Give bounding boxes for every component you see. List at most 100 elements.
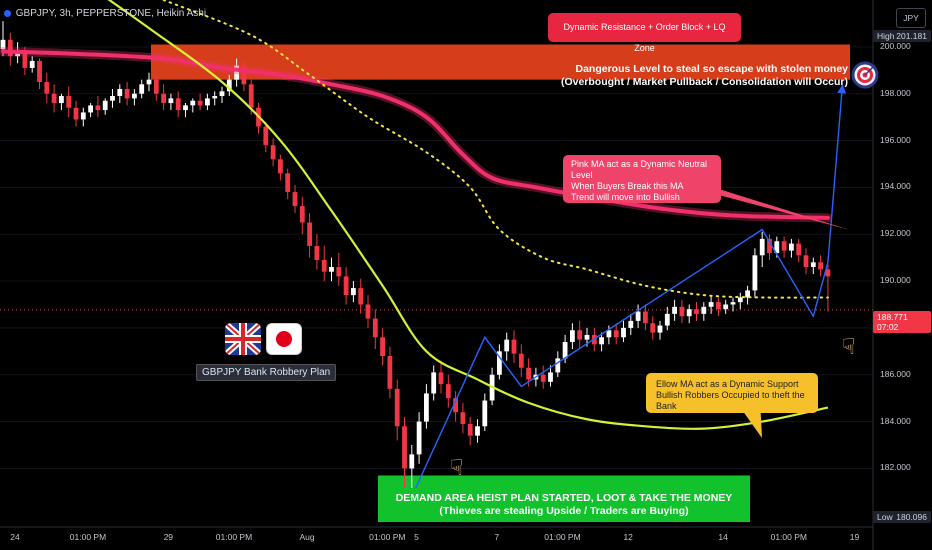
time-tick-label: 24 [10, 532, 20, 542]
candle [416, 412, 422, 464]
candle [336, 252, 342, 286]
candle [44, 72, 50, 104]
candle [679, 299, 685, 324]
time-tick-label: 12 [623, 532, 633, 542]
candle [95, 96, 101, 118]
yellow-ma [107, 0, 829, 430]
candles [0, 21, 831, 513]
candle [7, 32, 13, 66]
candle [540, 365, 546, 389]
candle [723, 299, 729, 314]
candle [686, 304, 692, 324]
candle [285, 168, 291, 200]
currency-button[interactable]: JPY [896, 8, 926, 28]
candle [628, 313, 634, 335]
pink-ma-callout: Pink MA act as a Dynamic Neutral Level W… [563, 155, 721, 203]
candle [672, 299, 677, 321]
yellow-ma-callout: Ellow MA act as a Dynamic Support Bullis… [646, 373, 818, 413]
candle [796, 238, 802, 263]
time-tick-label: 5 [414, 532, 419, 542]
demand-text: DEMAND AREA HEIST PLAN STARTED, LOOT & T… [378, 488, 750, 522]
time-tick-label: 01:00 PM [544, 532, 581, 542]
candle [110, 89, 115, 108]
candle [292, 185, 298, 214]
yellow-line-2: Bullish Robbers Occupied to theft the Ba… [656, 390, 805, 411]
zone-line-1: Dangerous Level to steal so escape with … [575, 63, 849, 75]
candle [789, 238, 794, 258]
candle [299, 196, 305, 235]
time-tick-label: 01:00 PM [69, 532, 107, 542]
candle [431, 365, 437, 401]
candle [59, 93, 64, 111]
candle [37, 58, 42, 90]
candle [343, 267, 349, 305]
candle [752, 248, 758, 298]
candle [438, 360, 444, 394]
grid [0, 46, 873, 469]
candle [394, 379, 400, 441]
high-badge: High 201.181 [873, 30, 931, 42]
candle [307, 213, 312, 258]
time-tick-label: 01:00 PM [770, 532, 807, 542]
candle [351, 281, 356, 303]
candle [467, 416, 473, 446]
plan-label-text: GBPJPY Bank Robbery Plan [202, 367, 331, 378]
candle [380, 327, 385, 366]
currency-label: JPY [903, 13, 919, 23]
candle [518, 344, 524, 378]
candle [80, 107, 86, 127]
candle [278, 154, 283, 181]
time-tick-label: 01:00 PM [369, 532, 406, 542]
low-label: Low [877, 512, 893, 522]
candle [657, 320, 663, 340]
symbol-title[interactable]: GBPJPY, 3h, PEPPERSTONE, Heikin Ashi [15, 8, 207, 19]
dotted-ma [162, 0, 829, 299]
candle [88, 103, 93, 118]
header-dot-icon [4, 9, 11, 17]
price-tick-label: 186.000 [880, 368, 911, 379]
time-tick-label: 29 [163, 532, 174, 542]
candle [139, 79, 145, 99]
candle [387, 346, 393, 399]
candle [117, 84, 123, 104]
candle [226, 74, 232, 97]
price-tick-label: 184.000 [880, 415, 911, 426]
candle [329, 257, 334, 282]
candle [124, 81, 130, 106]
candle [548, 365, 553, 387]
candle [599, 332, 604, 352]
candle [241, 60, 247, 92]
green-line-1: DEMAND AREA HEIST PLAN STARTED, LOOT & T… [395, 492, 733, 504]
candle [825, 257, 831, 312]
low-badge: Low 180.096 [873, 511, 931, 523]
hand-pointer-icon-right: ☟ [842, 334, 856, 359]
candle [424, 384, 429, 429]
candle [482, 393, 488, 431]
candle [73, 100, 79, 127]
candle [212, 91, 218, 106]
candle [445, 374, 451, 408]
time-tick-label: Aug [299, 532, 315, 542]
candle [635, 304, 641, 328]
pink-ma [1, 49, 830, 220]
projection-path [411, 84, 844, 497]
candle [613, 323, 619, 345]
price-tick-label: 198.000 [880, 87, 911, 98]
candle [781, 236, 787, 258]
candle [175, 91, 181, 118]
price-tick-label: 182.000 [880, 462, 911, 473]
candle [570, 323, 575, 349]
candle [314, 234, 320, 270]
time-tick-label: 01:00 PM [215, 532, 253, 542]
candle [365, 295, 371, 328]
candle [664, 306, 670, 331]
candle [263, 121, 269, 153]
price-tick-label: 194.000 [880, 181, 911, 192]
candle [694, 302, 699, 321]
pink-line-2: When Buyers Break this MA [571, 181, 684, 191]
zone-line-2: (Overbought / Market Pullback / Consolid… [560, 76, 848, 88]
candle [161, 84, 166, 111]
candle [621, 320, 626, 342]
candle [504, 332, 510, 361]
high-label: High [877, 31, 895, 41]
